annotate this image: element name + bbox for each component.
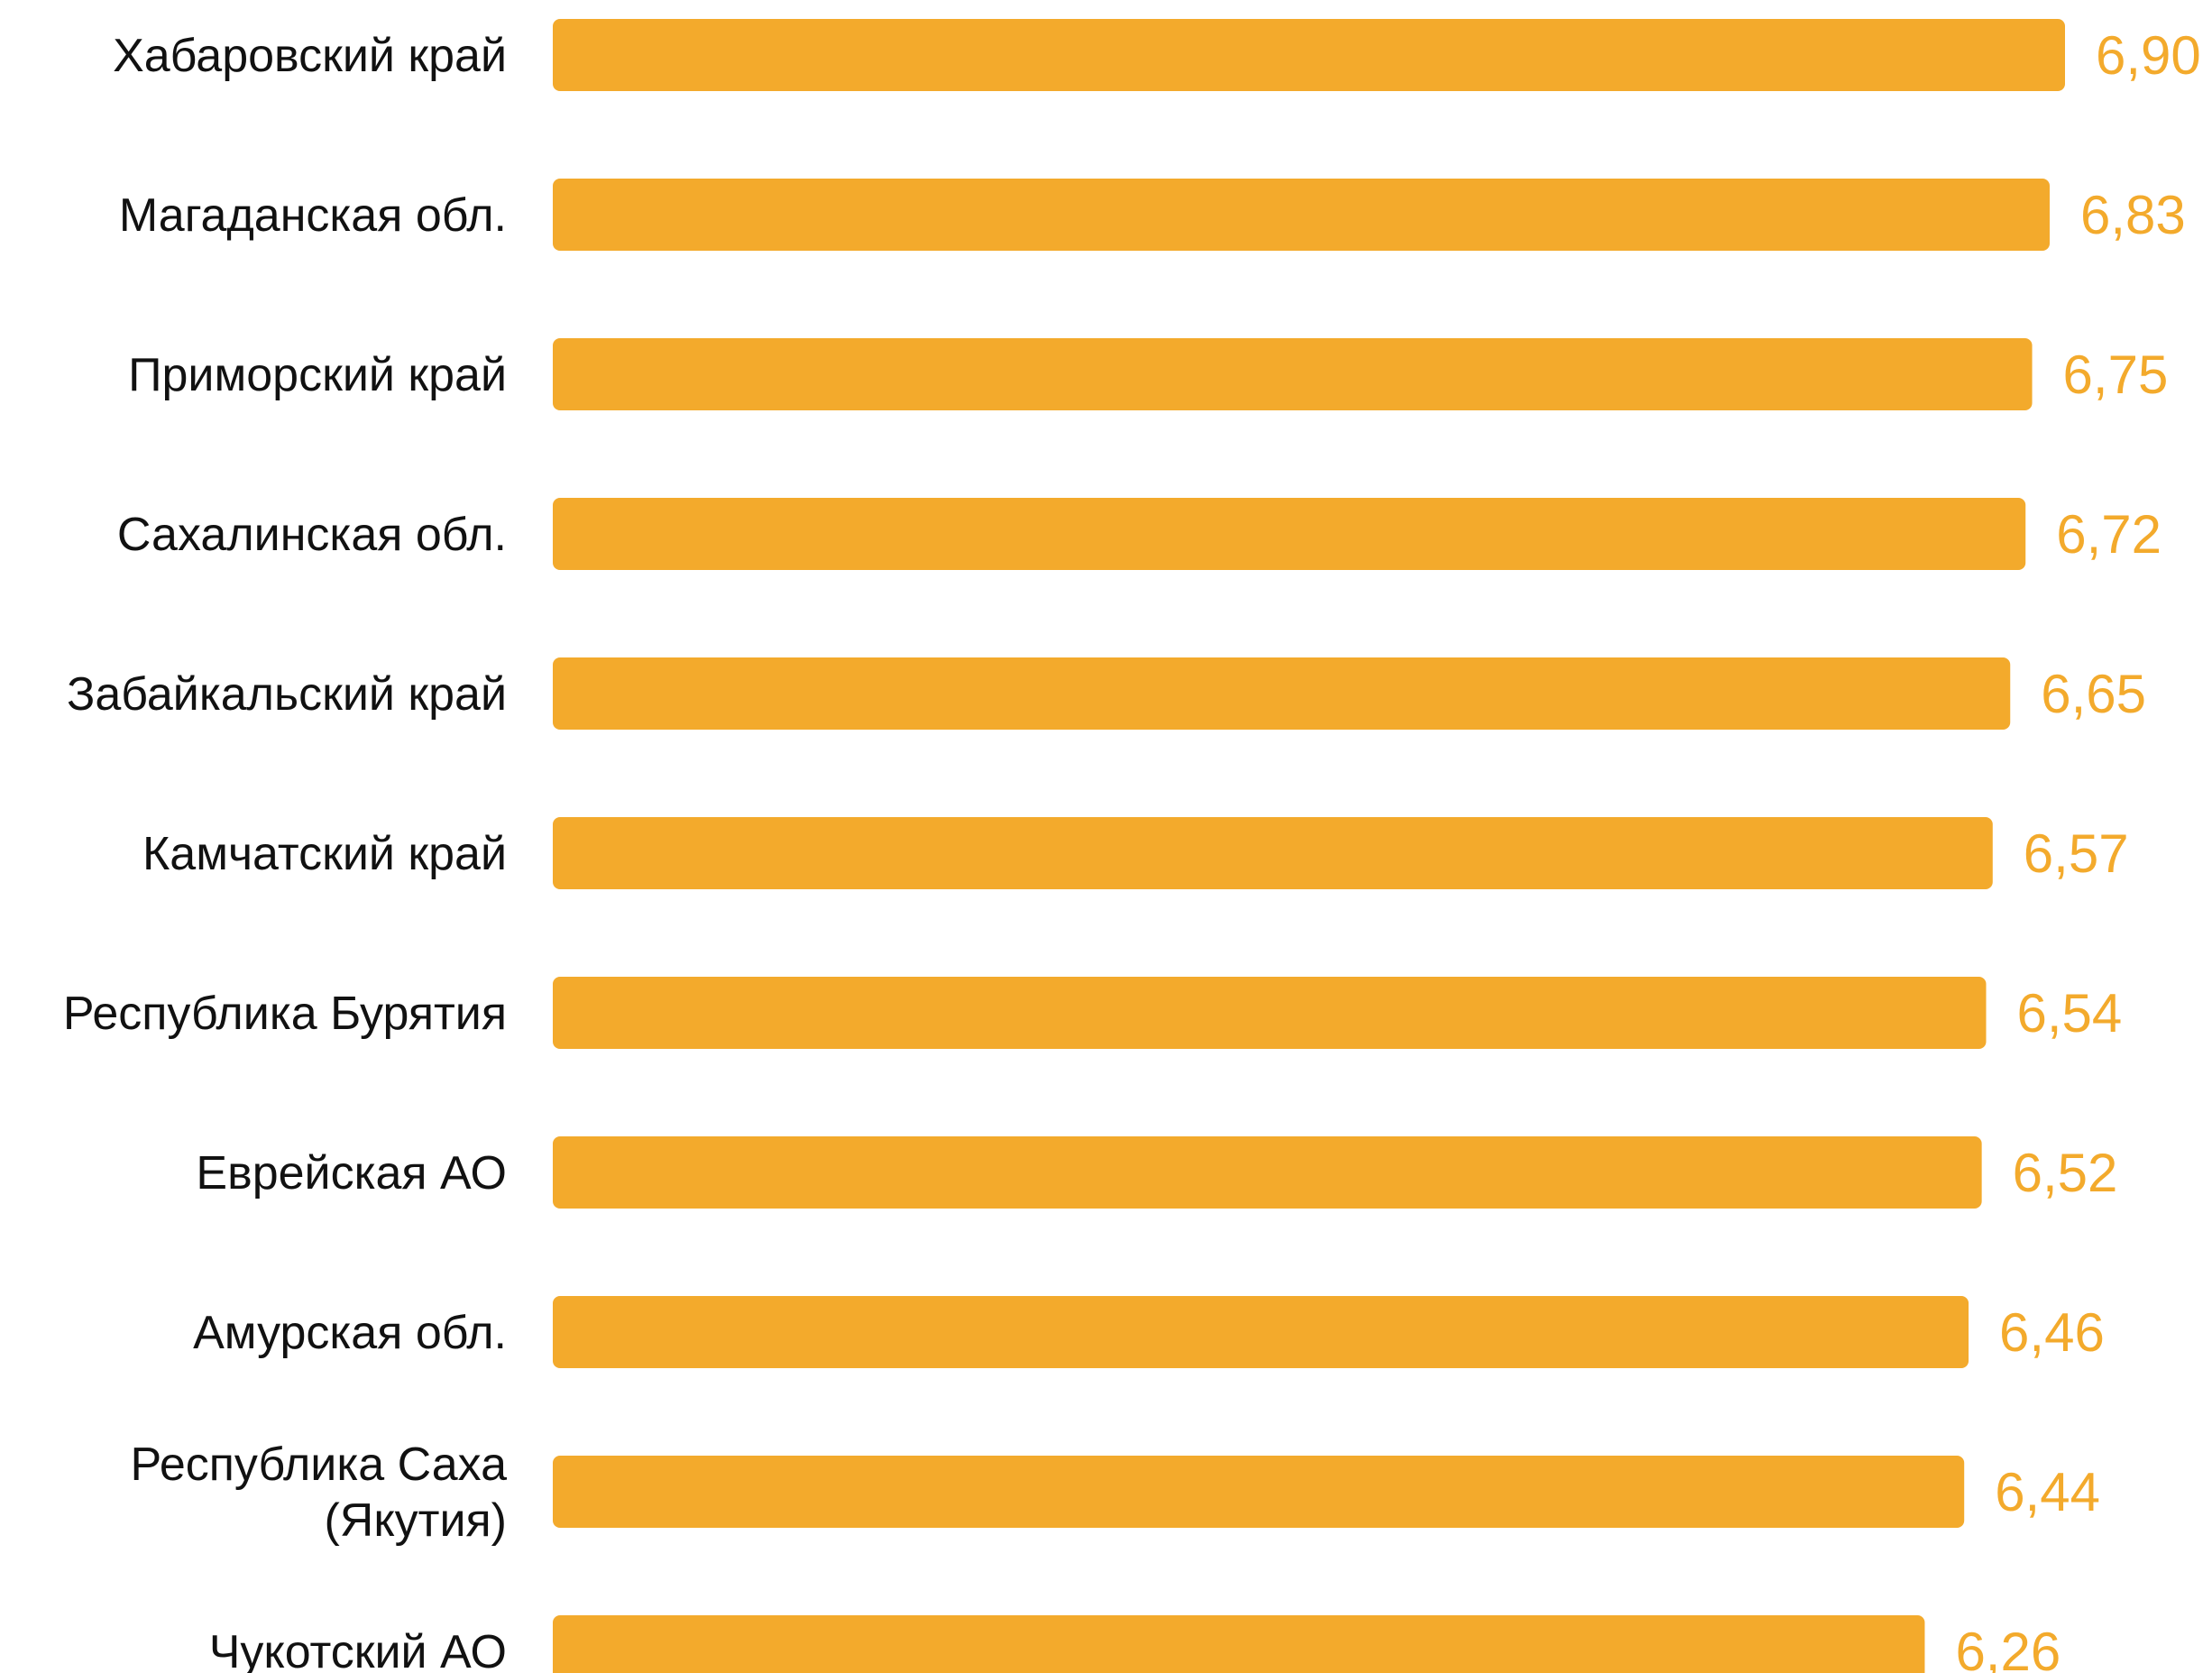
bar <box>553 1296 1969 1368</box>
category-label-line: Забайкальский край <box>67 668 507 721</box>
category-label: Республика Бурятия <box>63 988 507 1040</box>
bar <box>553 338 2033 410</box>
value-label: 6,83 <box>2080 185 2186 245</box>
category-label-line: Камчатский край <box>142 828 507 880</box>
category-label: Амурская обл. <box>193 1307 507 1359</box>
category-label: Камчатский край <box>142 828 507 880</box>
category-label-line: Республика Саха <box>130 1439 507 1491</box>
value-label: 6,54 <box>2017 983 2123 1043</box>
value-label: 6,75 <box>2063 345 2169 405</box>
bar <box>553 1456 1965 1528</box>
bar <box>553 817 1993 889</box>
category-label: Чукотский АО <box>209 1626 507 1673</box>
category-label: Сахалинская обл. <box>117 509 507 561</box>
category-label: Еврейская АО <box>196 1147 507 1200</box>
value-label: 6,57 <box>2024 823 2129 884</box>
value-label: 6,44 <box>1995 1462 2100 1522</box>
category-label: Приморский край <box>128 349 507 401</box>
value-label: 6,72 <box>2056 504 2162 565</box>
category-label-line: Еврейская АО <box>196 1147 507 1200</box>
bar <box>553 498 2026 570</box>
bar <box>553 1615 1925 1673</box>
bar <box>553 657 2011 730</box>
value-label: 6,52 <box>2013 1143 2118 1203</box>
bar <box>553 179 2050 251</box>
bar <box>553 977 1987 1049</box>
category-label-line: Чукотский АО <box>209 1626 507 1673</box>
category-label-line: Приморский край <box>128 349 507 401</box>
value-label: 6,90 <box>2096 25 2201 86</box>
category-label-line: Хабаровский край <box>113 30 507 82</box>
category-label-line: Республика Бурятия <box>63 988 507 1040</box>
category-label-line: Сахалинская обл. <box>117 509 507 561</box>
category-label-line: Амурская обл. <box>193 1307 507 1359</box>
category-label: Магаданская обл. <box>119 189 507 242</box>
value-label: 6,26 <box>1955 1622 2061 1673</box>
category-label: Республика Саха(Якутия) <box>130 1439 507 1547</box>
category-label-line: (Якутия) <box>324 1494 507 1547</box>
value-label: 6,65 <box>2041 664 2146 724</box>
category-label-line: Магаданская обл. <box>119 189 507 242</box>
bar <box>553 19 2065 91</box>
category-label: Хабаровский край <box>113 30 507 82</box>
bar <box>553 1136 1982 1209</box>
category-label: Забайкальский край <box>67 668 507 721</box>
value-label: 6,46 <box>1999 1302 2105 1363</box>
